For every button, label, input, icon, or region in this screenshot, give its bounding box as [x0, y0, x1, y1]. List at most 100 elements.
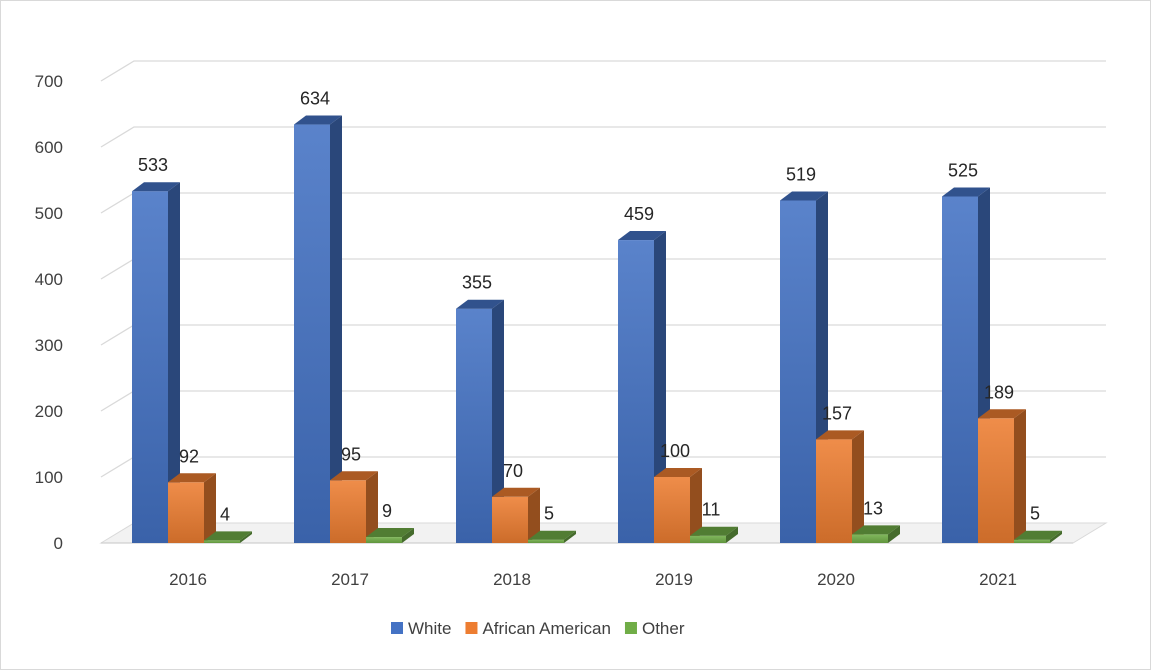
data-label-african-american-2020: 157 [822, 403, 852, 423]
legend-swatch-other [624, 622, 637, 634]
data-label-other-2018: 5 [544, 504, 554, 524]
data-label-other-2020: 13 [863, 498, 883, 518]
x-tick-label: 2020 [817, 570, 855, 589]
bar-other-2019 [690, 535, 726, 543]
y-tick-label: 100 [35, 468, 63, 487]
bar-top-african-american-2016 [168, 473, 216, 483]
bar-top-other-2020 [852, 525, 900, 535]
bar-side-african-american-2020 [852, 430, 864, 543]
bar-top-white-2021 [942, 187, 990, 197]
legend-swatch-white [391, 622, 403, 634]
x-tick-label: 2016 [169, 570, 207, 589]
bar-african-american-2017 [330, 480, 366, 543]
bar-side-other-2021 [1050, 530, 1062, 543]
bar-african-american-2016 [168, 482, 204, 543]
bar-side-african-american-2019 [690, 468, 702, 543]
x-tick-label: 2019 [655, 570, 693, 589]
data-label-african-american-2018: 70 [503, 461, 523, 481]
x-tick-label: 2018 [493, 570, 531, 589]
x-tick-label: 2021 [979, 570, 1017, 589]
bar-top-african-american-2019 [654, 468, 702, 477]
bar-other-2017 [366, 537, 402, 543]
bar-top-other-2019 [690, 526, 738, 536]
gridline [100, 60, 1106, 82]
data-labels: 533 92 4 634 95 9 355 70 5 459 100 11 519 157 13 525 189… [138, 89, 1040, 525]
data-label-african-american-2019: 100 [660, 441, 690, 461]
bar-top-african-american-2021 [978, 409, 1026, 419]
x-axis-ticks: 2016 2017 2018 2019 2020 2021 [169, 570, 1017, 589]
bar-other-2020 [852, 534, 888, 543]
bar-side-african-american-2017 [366, 471, 378, 543]
data-label-other-2016: 4 [220, 504, 230, 524]
bar-side-white-2017 [330, 115, 342, 543]
y-tick-label: 500 [35, 204, 63, 223]
y-tick-label: 700 [35, 72, 63, 91]
data-label-other-2019: 11 [702, 500, 721, 520]
data-label-white-2017: 634 [300, 89, 330, 109]
y-tick-label: 600 [35, 138, 63, 157]
bar-side-white-2016 [168, 182, 180, 543]
data-label-white-2018: 355 [462, 273, 492, 293]
bar-african-american-2021 [978, 418, 1014, 543]
data-label-white-2021: 525 [948, 161, 978, 181]
bar-top-white-2019 [618, 231, 666, 241]
data-label-white-2016: 533 [138, 155, 168, 175]
data-label-other-2017: 9 [382, 501, 392, 521]
bar-top-white-2016 [132, 182, 180, 192]
bar-white-2019 [618, 240, 654, 543]
data-label-african-american-2016: 92 [179, 446, 199, 466]
y-tick-label: 400 [35, 270, 63, 289]
data-label-white-2019: 459 [624, 204, 654, 224]
legend-label-white: White [408, 619, 451, 638]
bar-top-african-american-2017 [330, 471, 378, 481]
bar-white-2017 [294, 124, 330, 543]
bar-side-white-2018 [492, 299, 504, 543]
y-axis-ticks: 0 100 200 300 400 500 600 700 [35, 72, 63, 553]
y-tick-label: 200 [35, 402, 63, 421]
bar-african-american-2020 [816, 439, 852, 543]
bar-other-2016 [204, 540, 240, 543]
y-tick-label: 0 [54, 534, 63, 553]
bar-top-other-2016 [204, 531, 252, 541]
bar-side-other-2018 [564, 530, 576, 543]
bar-side-african-american-2018 [528, 487, 540, 543]
bar-top-white-2020 [780, 191, 828, 201]
legend-label-african-american: African American [482, 619, 611, 638]
legend-label-other: Other [642, 619, 685, 638]
bars [132, 115, 1062, 543]
data-label-african-american-2021: 189 [984, 382, 1014, 402]
data-label-african-american-2017: 95 [341, 444, 361, 464]
bar-other-2018 [528, 539, 564, 543]
bar-side-other-2017 [402, 528, 414, 543]
legend-item-white: White [391, 619, 451, 638]
bar-white-2018 [456, 308, 492, 543]
bar-side-other-2019 [726, 526, 738, 543]
bar-top-african-american-2020 [816, 430, 864, 440]
gridline [100, 126, 1106, 148]
legend-item-other: Other [624, 619, 685, 638]
bar-other-2021 [1014, 539, 1050, 543]
bar-white-2016 [132, 191, 168, 543]
y-tick-label: 300 [35, 336, 63, 355]
bar-top-other-2018 [528, 530, 576, 540]
data-label-other-2021: 5 [1030, 504, 1040, 524]
bar-side-african-american-2016 [204, 473, 216, 543]
bar-top-other-2021 [1014, 530, 1062, 540]
bar-side-other-2016 [240, 531, 252, 543]
bar-top-african-american-2018 [492, 487, 540, 497]
bar-side-other-2020 [888, 525, 900, 543]
bar-side-african-american-2021 [1014, 409, 1026, 543]
legend-item-african-american: African American [465, 619, 611, 638]
bar-african-american-2018 [492, 496, 528, 543]
bar-white-2020 [780, 200, 816, 543]
legend-swatch-african-american [465, 622, 478, 634]
bar-top-other-2017 [366, 528, 414, 538]
bar-african-american-2019 [654, 477, 690, 543]
bar-top-white-2018 [456, 299, 504, 309]
bar-top-white-2017 [294, 115, 342, 125]
legend: White African American Other [391, 619, 685, 638]
bar-side-white-2019 [654, 231, 666, 543]
x-tick-label: 2017 [331, 570, 369, 589]
